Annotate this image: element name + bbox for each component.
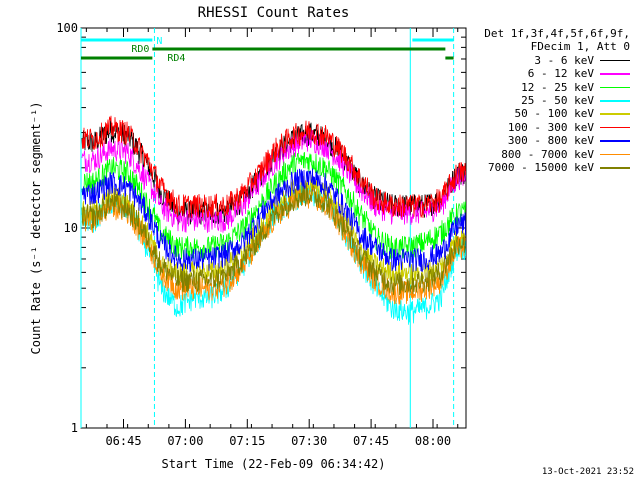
y-tick-label: 10 <box>64 221 78 235</box>
legend-entry-label: 12 - 25 keV <box>521 80 594 94</box>
footer-timestamp: 13-Oct-2021 23:52 <box>541 467 634 477</box>
legend-swatch <box>600 59 630 62</box>
legend-entry: 6 - 12 keV <box>470 67 630 80</box>
legend-entry: 7000 - 15000 keV <box>470 161 630 174</box>
legend-header-line2: FDecim 1, Att 0 <box>530 40 630 54</box>
legend-entry-label: 100 - 300 keV <box>507 120 594 134</box>
y-tick-label: 1 <box>71 421 78 435</box>
legend-entry-label: 7000 - 15000 keV <box>488 160 594 174</box>
x-tick-label: 07:30 <box>291 434 327 448</box>
flag-label-rd4: RD4 <box>167 53 185 64</box>
legend-swatch <box>600 166 630 169</box>
x-tick-label: 06:45 <box>105 434 141 448</box>
legend-swatch <box>600 126 630 129</box>
legend-entry: 50 - 100 keV <box>470 107 630 120</box>
x-tick-label: 07:00 <box>167 434 203 448</box>
x-tick-label: 08:00 <box>415 434 451 448</box>
chart-title: RHESSI Count Rates <box>198 5 350 21</box>
legend-swatch <box>600 73 630 75</box>
legend-entry: 3 - 6 keV <box>470 54 630 67</box>
legend-swatch <box>600 86 630 89</box>
y-tick-label: 100 <box>56 21 78 35</box>
series-line-2 <box>81 152 466 261</box>
legend-entry-label: 6 - 12 keV <box>527 67 594 81</box>
x-axis-label: Start Time (22-Feb-09 06:34:42) <box>162 457 386 471</box>
legend-swatch <box>600 140 630 142</box>
legend-entry: 100 - 300 keV <box>470 121 630 134</box>
legend-entry-label: 3 - 6 keV <box>534 53 594 67</box>
x-tick-label: 07:45 <box>353 434 389 448</box>
flag-label-n: N <box>156 36 162 47</box>
y-axis-label: Count Rate (s⁻¹ detector segment⁻¹) <box>29 102 43 355</box>
series-line-6 <box>81 168 466 273</box>
legend-entry: 800 - 7000 keV <box>470 148 630 161</box>
legend-entry-label: 25 - 50 keV <box>521 93 594 107</box>
legend-entry: 300 - 800 keV <box>470 134 630 147</box>
legend-entry-label: 50 - 100 keV <box>514 107 594 121</box>
legend-swatch <box>600 99 630 102</box>
legend-entry: 25 - 50 keV <box>470 94 630 107</box>
legend-entry-label: 800 - 7000 keV <box>501 147 594 161</box>
legend-entry-label: 300 - 800 keV <box>507 134 594 148</box>
legend-swatch <box>600 113 630 115</box>
legend: Det 1f,3f,4f,5f,6f,9f, FDecim 1, Att 0 3… <box>470 27 630 174</box>
legend-header-line1: Det 1f,3f,4f,5f,6f,9f, <box>484 27 630 40</box>
flag-label-rd0: RD0 <box>131 44 149 55</box>
series-line-8 <box>81 182 466 296</box>
legend-swatch <box>600 153 630 156</box>
legend-entry: 12 - 25 keV <box>470 81 630 94</box>
series-line-5 <box>81 115 466 219</box>
x-tick-label: 07:15 <box>229 434 265 448</box>
